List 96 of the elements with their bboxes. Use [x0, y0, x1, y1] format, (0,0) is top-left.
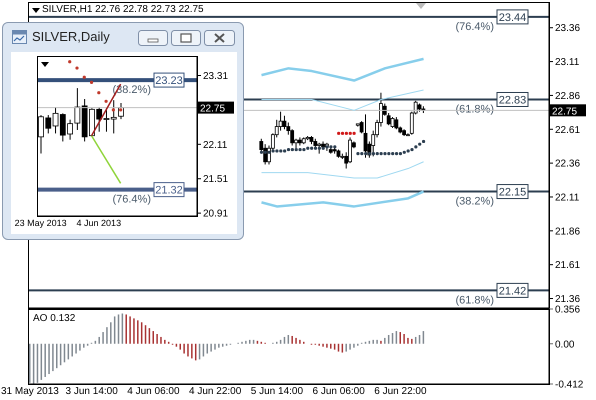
- point: [376, 152, 379, 156]
- ref-line-label: 23.44: [498, 12, 526, 24]
- point: [310, 146, 314, 150]
- point: [402, 150, 406, 154]
- point: [372, 152, 376, 156]
- candlestick: [364, 114, 368, 158]
- point: [112, 108, 115, 112]
- point: [391, 152, 394, 156]
- candlestick: [317, 142, 322, 154]
- y-tick-label: -0.412: [555, 380, 584, 390]
- ref-line-label: 21.42: [498, 285, 526, 298]
- point: [329, 145, 333, 148]
- y-tick-label: 21.51: [203, 174, 228, 186]
- point: [90, 80, 94, 84]
- point: [318, 146, 321, 150]
- point: [383, 152, 387, 156]
- point: [380, 152, 383, 156]
- y-tick-label: 0.356: [555, 304, 580, 316]
- point: [340, 132, 344, 135]
- x-tick-label: 4 Jun 2013: [76, 218, 122, 228]
- y-tick-label: 22.11: [203, 140, 228, 151]
- point: [75, 66, 79, 70]
- point: [352, 132, 356, 135]
- x-tick-label: 4 Jun 22:00: [189, 386, 242, 397]
- point: [364, 152, 368, 156]
- point: [302, 148, 306, 152]
- x-tick-label: 31 May 2013: [1, 386, 60, 397]
- ref-line-label: 21.32: [155, 184, 183, 197]
- point: [104, 100, 108, 103]
- point: [333, 145, 336, 148]
- point: [260, 150, 264, 154]
- point: [394, 152, 398, 156]
- line-series: [260, 190, 425, 208]
- point: [322, 146, 325, 150]
- point: [337, 132, 340, 135]
- y-tick-label: 23.31: [203, 71, 228, 82]
- y-tick-label: 21.86: [555, 226, 580, 238]
- y-tick-label: 0.00: [555, 339, 575, 350]
- point: [387, 152, 390, 156]
- point: [268, 150, 271, 154]
- point: [418, 142, 422, 146]
- y-tick-label: 21.61: [555, 260, 580, 272]
- annotation: (38.2%): [455, 196, 494, 208]
- point: [82, 76, 86, 79]
- point: [68, 60, 72, 64]
- point: [398, 152, 402, 156]
- x-tick-label: 3 Jun 14:00: [66, 386, 118, 397]
- ref-line-label: 22.83: [498, 94, 526, 106]
- point: [286, 148, 290, 152]
- point: [344, 132, 348, 135]
- point: [294, 148, 298, 152]
- y-tick-label: 23.36: [555, 23, 580, 34]
- y-tick-label: 22.11: [555, 192, 580, 204]
- point: [414, 145, 418, 148]
- point: [97, 91, 100, 94]
- y-tick-label: 22.86: [555, 90, 580, 102]
- point: [314, 146, 318, 150]
- point: [283, 149, 286, 153]
- candlestick: [390, 116, 394, 128]
- point: [410, 148, 414, 152]
- point: [298, 148, 302, 152]
- ref-line-label: 22.75: [552, 106, 578, 118]
- x-tick-label: 6 Jun 06:00: [312, 386, 366, 397]
- point: [290, 148, 294, 152]
- annotation: (76.4%): [112, 194, 151, 206]
- annotation: (76.4%): [455, 20, 494, 33]
- point: [264, 150, 267, 154]
- point: [279, 149, 282, 153]
- x-tick-label: 23 May 2013: [14, 218, 67, 228]
- point: [356, 152, 360, 156]
- ref-line-label: 22.15: [498, 186, 526, 199]
- y-tick-label: 22.61: [555, 124, 580, 136]
- y-tick-label: 23.11: [555, 57, 580, 68]
- ref-line-label: 23.23: [155, 75, 183, 88]
- chart-title: SILVER,Daily: [32, 29, 110, 44]
- y-tick-label: 20.91: [203, 208, 228, 220]
- chart-title: AO 0.132: [33, 313, 76, 324]
- point: [368, 152, 372, 156]
- line-series: [260, 58, 425, 82]
- x-tick-label: 5 Jun 14:00: [250, 386, 304, 397]
- point: [360, 152, 364, 156]
- chart-title: SILVER,H1 22.76 22.78 22.73 22.75: [42, 4, 204, 15]
- line-series: [260, 161, 424, 179]
- point: [271, 149, 275, 153]
- ref-line-label: 22.75: [200, 104, 226, 115]
- x-tick-label: 6 Jun 22:00: [374, 386, 427, 397]
- y-tick-label: 22.36: [555, 158, 580, 170]
- y-tick-label: 21.36: [555, 294, 580, 306]
- point: [306, 146, 310, 150]
- point: [275, 149, 279, 153]
- candlestick: [394, 116, 398, 130]
- point: [348, 132, 352, 135]
- x-tick-label: 4 Jun 06:00: [127, 386, 180, 397]
- annotation: (61.8%): [455, 294, 494, 306]
- point: [406, 149, 410, 153]
- point: [422, 140, 426, 144]
